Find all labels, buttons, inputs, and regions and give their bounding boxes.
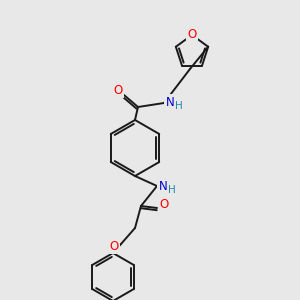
- Text: H: H: [175, 101, 183, 111]
- Text: O: O: [188, 28, 196, 40]
- Text: N: N: [166, 95, 174, 109]
- Text: H: H: [168, 185, 176, 195]
- Text: O: O: [113, 83, 123, 97]
- Text: O: O: [110, 239, 118, 253]
- Text: N: N: [159, 179, 167, 193]
- Text: O: O: [159, 199, 169, 212]
